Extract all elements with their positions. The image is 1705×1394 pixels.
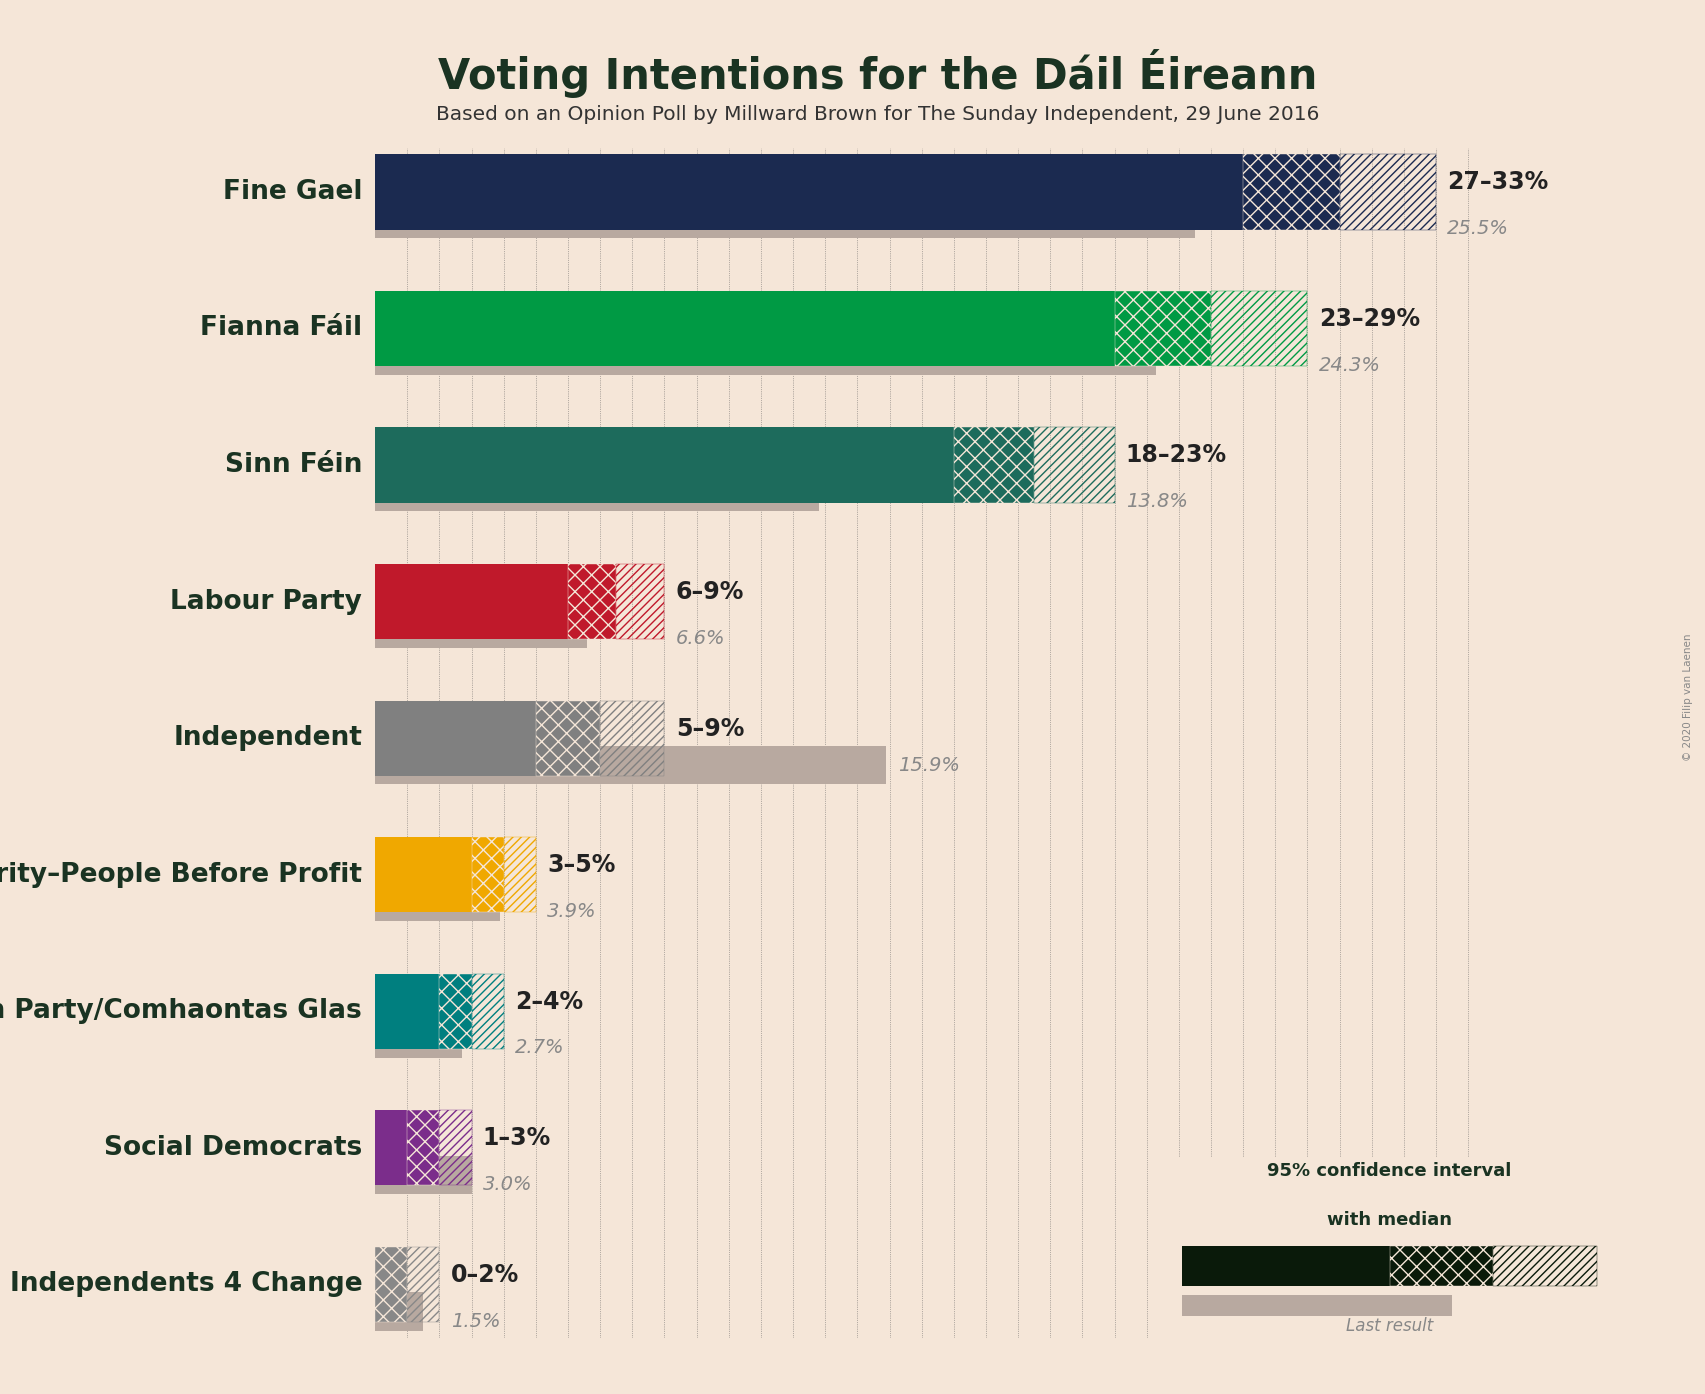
Bar: [1035, 428, 1115, 503]
Bar: [375, 701, 535, 775]
Text: 1.5%: 1.5%: [450, 1312, 500, 1330]
Bar: [375, 1246, 407, 1322]
Text: © 2020 Filip van Laenen: © 2020 Filip van Laenen: [1683, 633, 1693, 761]
Bar: [440, 973, 472, 1048]
Text: 18–23%: 18–23%: [1125, 443, 1228, 467]
Bar: [1183, 1295, 1451, 1316]
Bar: [407, 1246, 440, 1322]
Text: with median: with median: [1326, 1211, 1453, 1230]
Text: 23–29%: 23–29%: [1318, 307, 1420, 330]
Bar: [568, 565, 616, 638]
Text: Last result: Last result: [1345, 1316, 1434, 1334]
Text: 6–9%: 6–9%: [675, 580, 743, 604]
Text: Fine Gael: Fine Gael: [223, 178, 361, 205]
Text: Fianna Fáil: Fianna Fáil: [199, 315, 361, 342]
Text: Labour Party: Labour Party: [170, 588, 361, 615]
Bar: [375, 1110, 407, 1185]
Text: Sinn Féin: Sinn Féin: [225, 452, 361, 478]
Bar: [1243, 155, 1340, 230]
Bar: [1494, 1246, 1596, 1285]
Text: 3.9%: 3.9%: [547, 902, 597, 921]
Bar: [375, 291, 1115, 367]
Bar: [375, 337, 1156, 375]
Bar: [375, 201, 1195, 238]
Bar: [375, 1156, 472, 1195]
Bar: [1340, 155, 1436, 230]
Bar: [472, 836, 503, 912]
Text: 15.9%: 15.9%: [897, 756, 960, 775]
Bar: [375, 473, 818, 512]
Bar: [1211, 291, 1308, 367]
Bar: [953, 428, 1035, 503]
Text: 6.6%: 6.6%: [675, 629, 725, 648]
Text: 5–9%: 5–9%: [675, 717, 743, 740]
Bar: [375, 882, 501, 921]
Bar: [616, 565, 665, 638]
Text: 24.3%: 24.3%: [1318, 355, 1381, 375]
Text: Independent: Independent: [174, 725, 361, 751]
Bar: [375, 155, 1243, 230]
Bar: [375, 1019, 462, 1058]
Bar: [375, 565, 568, 638]
Bar: [472, 973, 503, 1048]
Text: 27–33%: 27–33%: [1448, 170, 1548, 194]
Text: 2–4%: 2–4%: [515, 990, 583, 1013]
Bar: [375, 609, 587, 648]
Text: 1–3%: 1–3%: [483, 1126, 551, 1150]
Text: Solidarity–People Before Profit: Solidarity–People Before Profit: [0, 861, 361, 888]
Bar: [1183, 1246, 1390, 1285]
Text: 13.8%: 13.8%: [1125, 492, 1188, 512]
Text: Social Democrats: Social Democrats: [104, 1135, 361, 1161]
Bar: [440, 1110, 472, 1185]
Bar: [600, 701, 665, 775]
Bar: [503, 836, 535, 912]
Bar: [535, 701, 600, 775]
Text: Based on an Opinion Poll by Millward Brown for The Sunday Independent, 29 June 2: Based on an Opinion Poll by Millward Bro…: [436, 105, 1320, 124]
Bar: [1390, 1246, 1494, 1285]
Text: Green Party/Comhaontas Glas: Green Party/Comhaontas Glas: [0, 998, 361, 1025]
Bar: [375, 836, 472, 912]
Text: 3.0%: 3.0%: [483, 1175, 532, 1195]
Bar: [375, 1292, 423, 1331]
Bar: [375, 973, 440, 1048]
Text: 2.7%: 2.7%: [515, 1039, 564, 1058]
Bar: [1115, 291, 1211, 367]
Text: 25.5%: 25.5%: [1448, 219, 1509, 238]
Bar: [375, 746, 887, 785]
Bar: [407, 1110, 440, 1185]
Text: 95% confidence interval: 95% confidence interval: [1267, 1163, 1512, 1181]
Bar: [375, 428, 953, 503]
Text: 0–2%: 0–2%: [450, 1263, 518, 1287]
Text: 3–5%: 3–5%: [547, 853, 616, 877]
Text: Independents 4 Change: Independents 4 Change: [10, 1271, 361, 1298]
Text: Voting Intentions for the Dáil Éireann: Voting Intentions for the Dáil Éireann: [438, 49, 1318, 98]
